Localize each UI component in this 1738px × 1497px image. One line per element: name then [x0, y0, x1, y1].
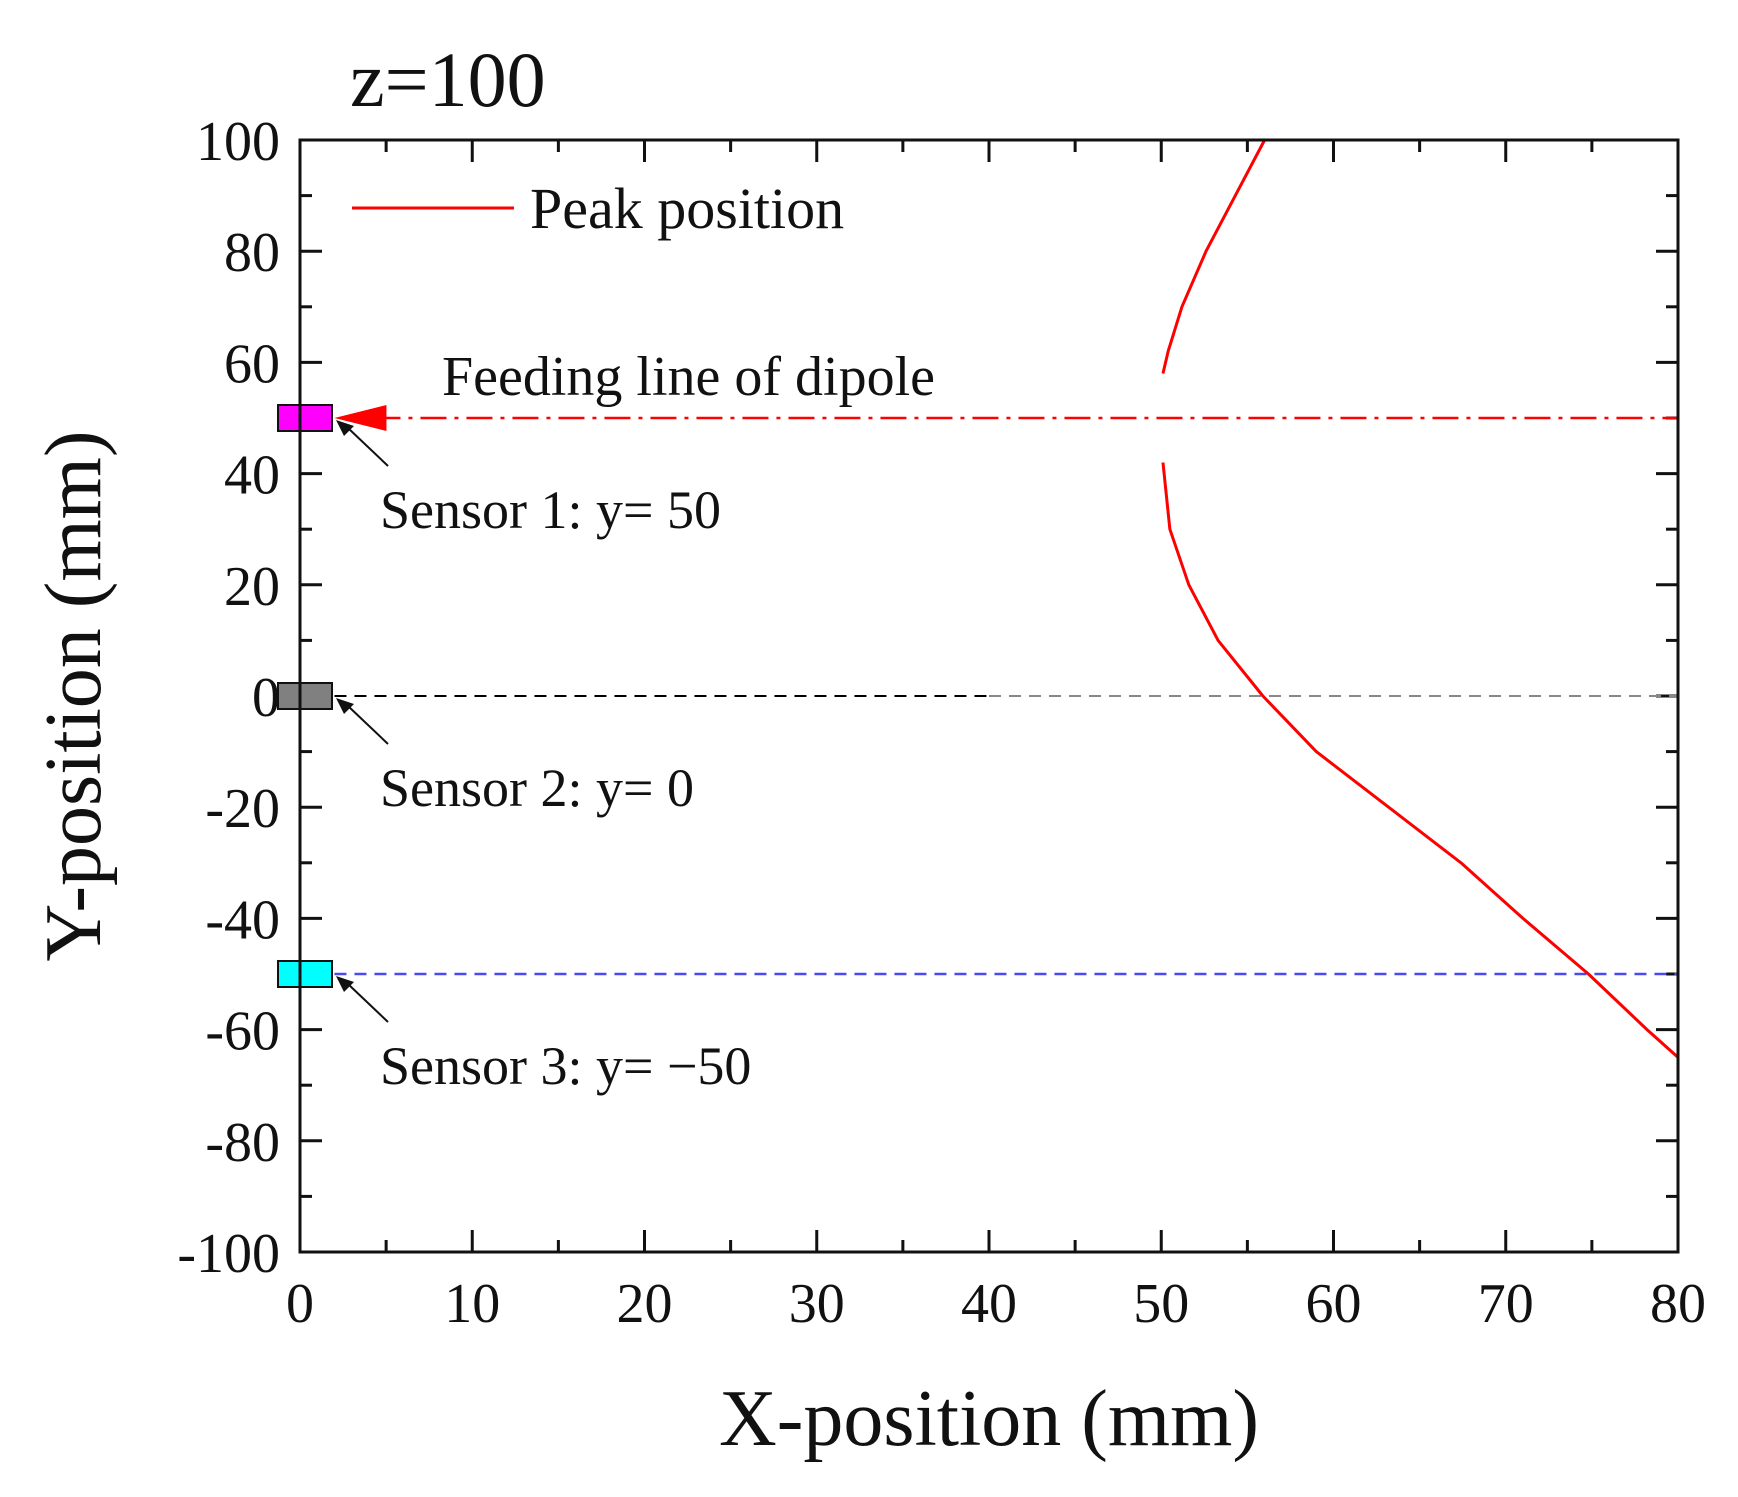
sensor-2-pointer-head [336, 698, 354, 714]
sensor-3-pointer-head [336, 976, 354, 992]
series-peak-position-segment-2 [1161, 462, 1680, 1059]
feeding-line-arrowhead [334, 405, 387, 431]
feeding-line-label: Feeding line of dipole [442, 346, 935, 408]
y-tick-label: -60 [205, 1001, 280, 1063]
plot-frame [298, 138, 1680, 1254]
series-layer [1161, 139, 1680, 1059]
y-tick-label: 80 [224, 222, 280, 284]
legend-label-peak-position: Peak position [530, 176, 844, 241]
sensor-1-label: Sensor 1: y= 50 [380, 480, 721, 540]
x-tick-label: 60 [1306, 1273, 1362, 1335]
y-tick-label: 60 [224, 333, 280, 395]
sensor-3-marker [277, 960, 333, 988]
sensors-layer: Sensor 1: y= 50 Sensor 2: y= 0 Sensor 3: y… [277, 404, 751, 1096]
x-tick-label: 50 [1133, 1273, 1189, 1335]
x-tick-label: 40 [961, 1273, 1017, 1335]
y-tick-label: 0 [252, 667, 280, 729]
y-tick-label: -100 [177, 1223, 280, 1285]
sensor-3-pointer [347, 983, 389, 1023]
chart-title: z=100 [350, 36, 546, 123]
x-tick-label: 20 [617, 1273, 673, 1335]
y-tick-label: 100 [196, 111, 280, 173]
sensor-1-pointer-head [336, 420, 354, 436]
sensor-2-pointer [347, 705, 389, 745]
y-tick-label: -80 [205, 1112, 280, 1174]
y-axis-label: Y-position (mm) [30, 430, 118, 961]
y-tick-label: 40 [224, 445, 280, 507]
sensor-2-marker [277, 682, 333, 710]
x-tick-label: 10 [444, 1273, 500, 1335]
x-tick-label: 80 [1650, 1273, 1706, 1335]
sensor-1-marker [277, 404, 333, 432]
sensor-2-label: Sensor 2: y= 0 [380, 758, 694, 818]
reference-lines-layer [334, 405, 1678, 976]
sensor-1-pointer [347, 427, 389, 467]
y-tick-label: -40 [205, 889, 280, 951]
x-axis-label: X-position (mm) [719, 1375, 1259, 1463]
y-tick-label: 20 [224, 556, 280, 618]
series-peak-position-segment-1 [1161, 139, 1266, 374]
sensor-3-label: Sensor 3: y= −50 [380, 1036, 751, 1096]
x-tick-label: 30 [789, 1273, 845, 1335]
x-tick-label: 70 [1478, 1273, 1534, 1335]
y-tick-label: -20 [205, 778, 280, 840]
x-tick-label: 0 [286, 1273, 314, 1335]
ticks-layer: 0 10 20 30 40 50 60 70 80 -100 -80 -60 -40 -20 0 20 40 60… [177, 111, 1706, 1335]
